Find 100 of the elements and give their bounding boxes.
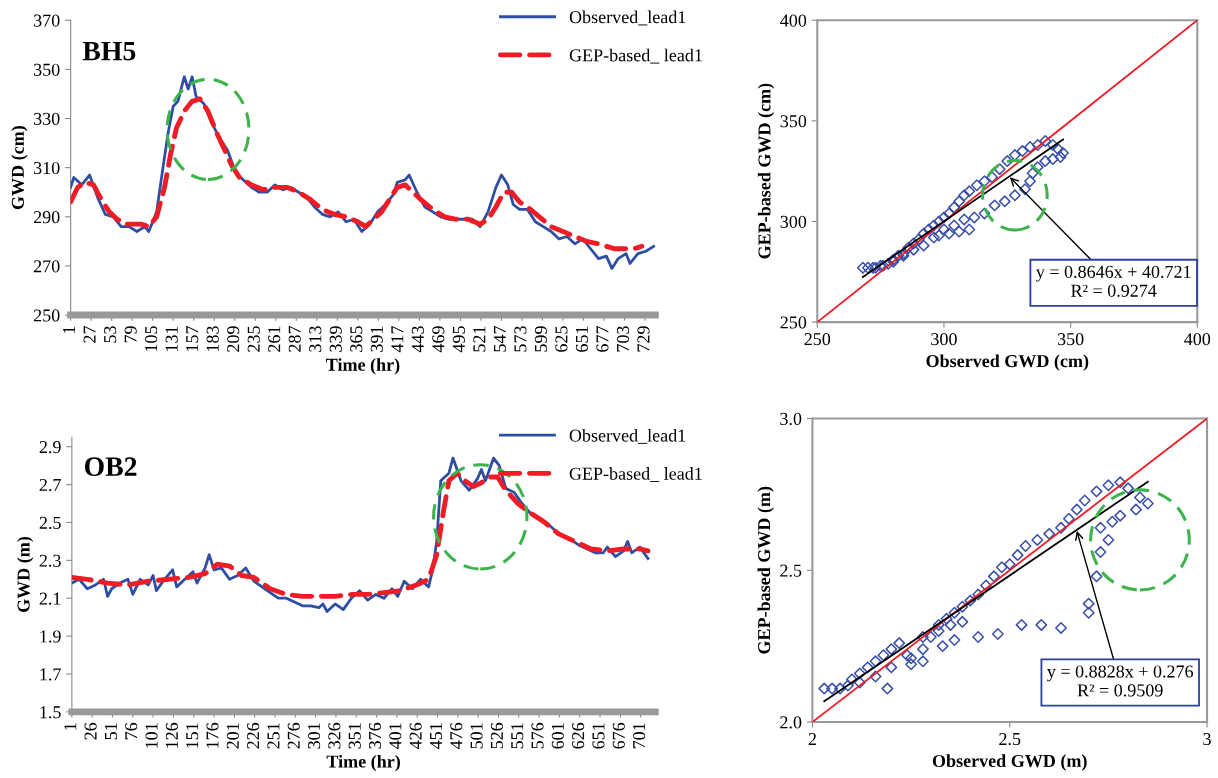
y-tick-label: 250 [33,309,60,322]
x-tick-label: 443 [411,326,424,353]
x-tick-label: 326 [328,722,341,749]
y-tick-label: 2.5 [780,564,802,577]
y-tick-label: 1.5 [40,706,61,719]
y-axis-title: GEP-based GWD (m) [757,486,774,654]
x-tick-label: 729 [637,326,650,352]
y-tick-label: 310 [34,161,60,175]
y-axis-title: GWD (m) [16,536,34,613]
x-tick-label: 651 [592,723,605,749]
y-tick-label: 350 [34,63,60,76]
x-tick-label: 176 [206,722,219,748]
y-tick-label: 2.5 [39,516,61,529]
x-tick-label: 651 [575,326,589,352]
annotation: y = 0.8646x + 40.721 R² = 0.9274 [1036,265,1191,297]
x-tick-label: 599 [534,326,547,352]
x-tick-label: 426 [409,722,422,750]
x-tick-label: 501 [470,723,483,749]
y-tick-label: 250 [780,316,807,329]
x-tick-label: 3 [1203,732,1211,746]
x-tick-label: 625 [555,326,568,352]
x-tick-label: 401 [389,723,402,750]
x-tick-label: 157 [186,326,199,351]
x-tick-label: 261 [268,326,281,352]
x-tick-label: 301 [307,723,321,749]
x-tick-label: 250 [804,333,831,346]
y-tick-label: 2.0 [780,716,802,729]
x-tick-label: 495 [452,326,465,353]
x-tick-label: 400 [1184,333,1211,346]
x-axis-title: Observed GWD (m) [932,754,1087,771]
legend-label: GEP-based_ lead1 [569,48,702,64]
legend-label: Observed_lead1 [569,428,686,444]
y-tick-label: 1.7 [40,668,61,681]
x-tick-label: 391 [370,326,383,352]
x-tick-label: 547 [493,326,506,352]
x-tick-label: 183 [206,326,219,351]
x-tick-label: 287 [288,326,301,352]
y-tick-label: 300 [780,215,807,228]
x-tick-label: 677 [596,326,609,352]
x-tick-label: 276 [287,722,300,749]
x-tick-label: 676 [612,722,625,749]
legend-label: Observed_lead1 [569,10,686,26]
text: OB2 [84,457,137,477]
y-tick-label: 1.9 [40,630,61,643]
x-axis-title: Time (hr) [326,358,400,375]
x-tick-label: 521 [473,326,486,352]
x-tick-label: 601 [551,723,564,749]
x-axis-title: Observed GWD (cm) [926,354,1089,371]
legend-label: GEP-based_ lead1 [569,467,702,482]
x-tick-label: 201 [226,723,239,749]
x-tick-label: 27 [83,326,96,343]
x-tick-label: 476 [450,722,463,750]
x-tick-label: 76 [125,722,138,740]
y-tick-label: 3.0 [780,412,802,426]
y-tick-label: 2.3 [39,554,61,567]
x-tick-label: 626 [572,722,585,749]
x-tick-label: 313 [309,326,322,352]
y-tick-label: 400 [780,14,807,27]
y-axis-title: GWD (cm) [11,126,28,210]
x-tick-label: 451 [429,723,443,750]
x-tick-label: 235 [247,326,260,352]
x-tick-label: 51 [104,723,118,740]
x-tick-label: 53 [104,326,117,343]
x-tick-label: 469 [432,326,445,353]
x-tick-label: 339 [329,326,342,352]
annotation: y = 0.8828x + 0.276 R² = 0.9509 [1047,665,1194,697]
y-tick-label: 270 [33,260,60,273]
x-tick-label: 573 [514,326,527,352]
x-tick-label: 209 [227,326,240,352]
y-tick-label: 2.9 [39,441,61,454]
text: BH5 [82,41,136,61]
x-tick-label: 79 [124,326,137,343]
x-tick-label: 251 [267,723,280,749]
x-tick-label: 576 [531,722,544,749]
x-tick-label: 101 [145,723,158,748]
x-tick-label: 703 [616,326,630,352]
x-tick-label: 365 [350,326,363,352]
x-tick-label: 2.5 [999,732,1021,746]
x-tick-label: 2 [808,732,816,745]
x-axis-title: Time (hr) [326,754,400,772]
x-tick-label: 300 [931,333,957,346]
y-tick-label: 350 [780,115,807,128]
y-axis-title: GEP-based GWD (cm) [757,83,775,259]
x-tick-label: 105 [145,326,158,351]
y-tick-label: 290 [33,211,60,224]
x-tick-label: 26 [84,722,97,740]
x-tick-label: 131 [165,326,178,351]
x-tick-label: 1 [63,326,75,333]
x-tick-label: 126 [165,722,178,748]
x-tick-label: 526 [490,722,503,749]
x-tick-label: 151 [186,723,199,748]
x-tick-label: 350 [1057,333,1084,346]
y-tick-label: 330 [34,112,60,125]
x-tick-label: 351 [348,723,361,749]
x-tick-label: 417 [391,326,404,353]
x-tick-label: 701 [632,723,646,749]
x-tick-label: 1 [64,723,77,730]
x-tick-label: 551 [511,723,524,749]
y-tick-label: 2.7 [39,478,61,492]
y-tick-label: 370 [34,14,60,27]
